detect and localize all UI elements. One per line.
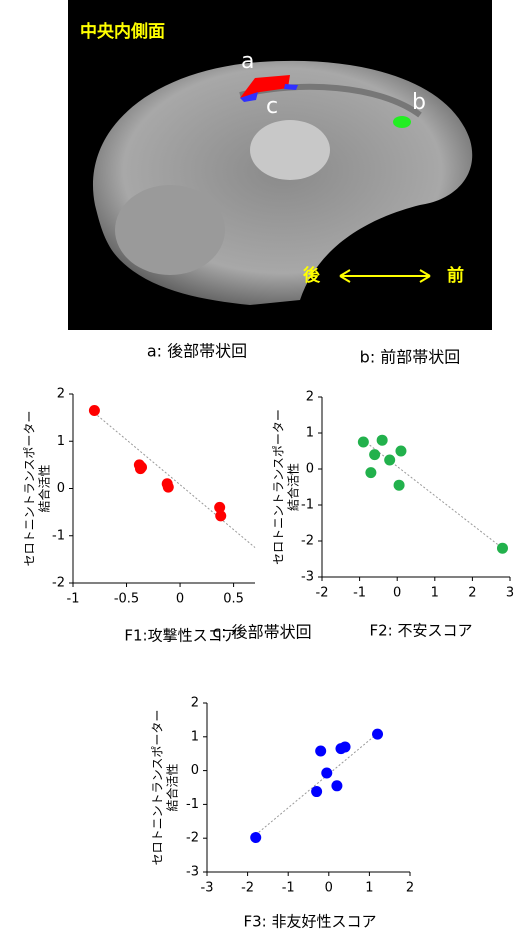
x-axis-title: F2: 不安スコア — [370, 622, 473, 640]
x-tick-label: 3 — [506, 586, 514, 601]
region-label: b — [412, 90, 426, 115]
brain-image: 中央内側面 a c b 後 前 — [68, 0, 492, 330]
point — [372, 729, 383, 740]
x-tick-label: -1 — [353, 586, 366, 601]
y-axis-title: 結合活性 — [37, 464, 52, 512]
point — [384, 455, 395, 466]
region-label: c — [266, 94, 278, 119]
x-tick-label: -1 — [282, 881, 295, 896]
point — [331, 780, 342, 791]
y-tick-label: 0 — [191, 763, 199, 778]
y-tick-label: -1 — [52, 528, 65, 543]
y-tick-label: -1 — [186, 797, 199, 812]
point — [250, 832, 261, 843]
y-tick-label: -2 — [52, 576, 65, 591]
x-tick-label: 2 — [468, 586, 476, 601]
region-label: a — [241, 49, 254, 74]
x-tick-label: -2 — [316, 586, 329, 601]
x-tick-label: 0.5 — [223, 592, 244, 607]
point — [315, 745, 326, 756]
y-tick-label: 2 — [191, 696, 199, 711]
y-tick-label: 1 — [57, 434, 65, 449]
y-tick-label: 0 — [57, 481, 65, 496]
x-tick-label: -0.5 — [114, 592, 139, 607]
y-axis-title: セロトニントランスポーター — [23, 411, 37, 567]
point — [163, 482, 174, 493]
y-axis-title: セロトニントランスポーター — [151, 710, 165, 866]
y-tick-label: -3 — [186, 865, 199, 880]
y-tick-label: -3 — [301, 570, 314, 585]
y-axis-title: セロトニントランスポーター — [272, 409, 286, 565]
trend-line — [363, 440, 502, 548]
x-tick-label: 0 — [176, 592, 184, 607]
point — [369, 449, 380, 460]
point — [377, 435, 388, 446]
figure: 中央内側面 a c b 後 前 a: 後部帯状回 b: 前部帯状回 c: 後部帯… — [0, 0, 525, 933]
point — [136, 462, 147, 473]
y-tick-label: -2 — [301, 534, 314, 549]
caption: b: 前部帯状回 — [360, 348, 461, 367]
x-tick-label: -3 — [201, 881, 214, 896]
x-tick-label: -1 — [67, 592, 80, 607]
y-tick-label: -1 — [301, 498, 314, 513]
point — [395, 446, 406, 457]
y-tick-label: 1 — [191, 729, 199, 744]
y-tick-label: 2 — [306, 390, 314, 405]
x-tick-label: 1 — [431, 586, 439, 601]
point — [311, 786, 322, 797]
trend-line — [94, 413, 255, 548]
x-tick-label: 0 — [393, 586, 401, 601]
point — [394, 480, 405, 491]
y-tick-label: -2 — [186, 831, 199, 846]
x-axis-title: F3: 非友好性スコア — [244, 913, 377, 931]
point — [89, 405, 100, 416]
image-title: 中央内側面 — [80, 21, 165, 42]
y-axis-title: 結合活性 — [286, 463, 301, 511]
x-tick-label: 0 — [325, 881, 333, 896]
y-axis-title: 結合活性 — [165, 763, 180, 811]
y-tick-label: 0 — [306, 462, 314, 477]
y-tick-label: 1 — [306, 426, 314, 441]
x-tick-label: 1 — [365, 881, 373, 896]
point — [365, 467, 376, 478]
x-tick-label: 2 — [406, 881, 414, 896]
point — [340, 741, 351, 752]
point — [358, 437, 369, 448]
x-tick-label: -2 — [241, 881, 254, 896]
caption: a: 後部帯状回 — [147, 342, 247, 361]
direction-label: 後 — [303, 265, 321, 286]
x-axis-title: F1:攻撃性スコア — [124, 627, 237, 645]
direction-label: 前 — [447, 265, 464, 286]
y-tick-label: 2 — [57, 387, 65, 402]
point — [497, 543, 508, 554]
point — [215, 510, 226, 521]
point — [321, 767, 332, 778]
